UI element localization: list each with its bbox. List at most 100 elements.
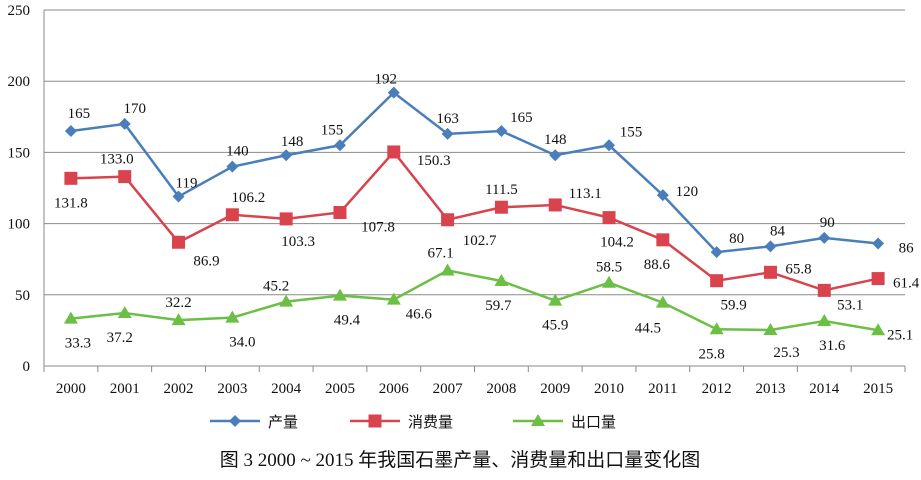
axes: 0 50 100 150 200 250 2000 2001 2002 2003 2004 2005 2… <box>8 3 906 397</box>
data-point <box>548 293 563 306</box>
data-point <box>817 314 832 327</box>
legend-marker <box>229 415 241 427</box>
y-tick-label: 100 <box>8 217 31 233</box>
data-point <box>63 311 78 324</box>
data-point <box>118 170 132 184</box>
data-point <box>441 213 455 227</box>
data-label: 32.2 <box>165 295 191 311</box>
data-label: 165 <box>510 110 533 126</box>
x-tick-label: 2006 <box>379 381 410 397</box>
data-point <box>603 139 616 152</box>
data-point <box>495 125 508 138</box>
data-point <box>387 145 401 159</box>
data-point <box>763 322 778 335</box>
data-label: 84 <box>770 223 786 239</box>
data-label: 59.9 <box>721 298 747 314</box>
data-point <box>710 246 723 259</box>
data-label: 148 <box>544 132 567 148</box>
y-tick-label: 50 <box>15 288 30 304</box>
data-point <box>172 190 185 203</box>
data-point <box>333 205 347 219</box>
x-tick-label: 2015 <box>863 381 893 397</box>
data-point <box>387 86 400 99</box>
data-point <box>280 149 293 162</box>
y-tick-label: 250 <box>8 3 31 19</box>
data-label: 67.1 <box>427 245 453 261</box>
x-tick-label: 2002 <box>164 381 194 397</box>
data-label: 25.3 <box>773 345 799 361</box>
data-label: 111.5 <box>485 182 518 198</box>
data-label: 46.6 <box>406 307 433 323</box>
data-label: 140 <box>226 144 249 160</box>
x-tick-label: 2011 <box>648 381 677 397</box>
data-point <box>225 310 240 323</box>
data-point <box>494 273 509 286</box>
data-label: 86 <box>899 241 915 257</box>
data-point <box>494 200 508 214</box>
data-label: 34.0 <box>229 335 255 351</box>
data-point <box>872 237 885 250</box>
data-point <box>656 233 670 247</box>
x-tick-label: 2004 <box>271 381 302 397</box>
data-point <box>333 139 346 152</box>
data-label: 113.1 <box>569 186 602 202</box>
data-label: 163 <box>436 111 459 127</box>
data-point <box>549 149 562 162</box>
data-point <box>710 274 724 288</box>
data-point <box>279 212 293 226</box>
data-point <box>763 265 777 279</box>
data-point <box>656 189 669 202</box>
data-point <box>655 295 670 308</box>
data-point <box>332 288 347 301</box>
data-point <box>64 125 77 138</box>
data-label: 120 <box>676 184 699 200</box>
data-label: 106.2 <box>231 190 265 206</box>
data-point <box>764 240 777 253</box>
data-label: 155 <box>321 122 344 138</box>
data-label: 103.3 <box>281 234 315 250</box>
data-point <box>279 294 294 307</box>
y-tick-label: 150 <box>8 145 31 161</box>
data-point <box>225 208 239 222</box>
data-label: 25.1 <box>887 327 913 343</box>
x-tick-label: 2009 <box>540 381 570 397</box>
series-line <box>70 150 879 292</box>
data-label: 90 <box>820 215 835 231</box>
legend-marker <box>531 414 545 426</box>
data-label: 59.7 <box>485 298 512 314</box>
data-point <box>709 322 724 335</box>
data-point <box>171 313 186 326</box>
data-label: 133.0 <box>100 152 134 168</box>
x-tick-label: 2003 <box>217 381 247 397</box>
data-point <box>64 171 78 185</box>
data-point <box>118 117 131 130</box>
x-tick-label: 2010 <box>594 381 624 397</box>
data-label: 102.7 <box>463 233 497 249</box>
data-label: 25.8 <box>699 346 725 362</box>
data-point <box>818 231 831 244</box>
data-label: 80 <box>729 231 744 247</box>
data-point <box>871 323 886 336</box>
x-tick-label: 2005 <box>325 381 355 397</box>
x-tick-label: 2014 <box>809 381 840 397</box>
data-label: 148 <box>281 134 304 150</box>
legend-label: 产量 <box>268 414 298 431</box>
data-label: 119 <box>176 176 198 192</box>
data-label: 88.6 <box>644 257 671 273</box>
x-tick-label: 2013 <box>755 381 785 397</box>
data-label: 170 <box>123 101 146 117</box>
data-label: 33.3 <box>65 336 91 352</box>
data-label: 65.8 <box>785 261 811 277</box>
data-label: 104.2 <box>600 235 634 251</box>
data-label: 58.5 <box>596 260 622 276</box>
data-point <box>226 160 239 173</box>
x-tick-label: 2008 <box>486 381 516 397</box>
data-label: 53.1 <box>837 297 863 313</box>
x-tick-label: 2001 <box>110 381 140 397</box>
data-point <box>871 272 885 286</box>
data-point <box>817 283 831 297</box>
x-tick-label: 2012 <box>702 381 732 397</box>
data-label: 49.4 <box>334 313 361 329</box>
legend-label: 出口量 <box>571 414 616 431</box>
